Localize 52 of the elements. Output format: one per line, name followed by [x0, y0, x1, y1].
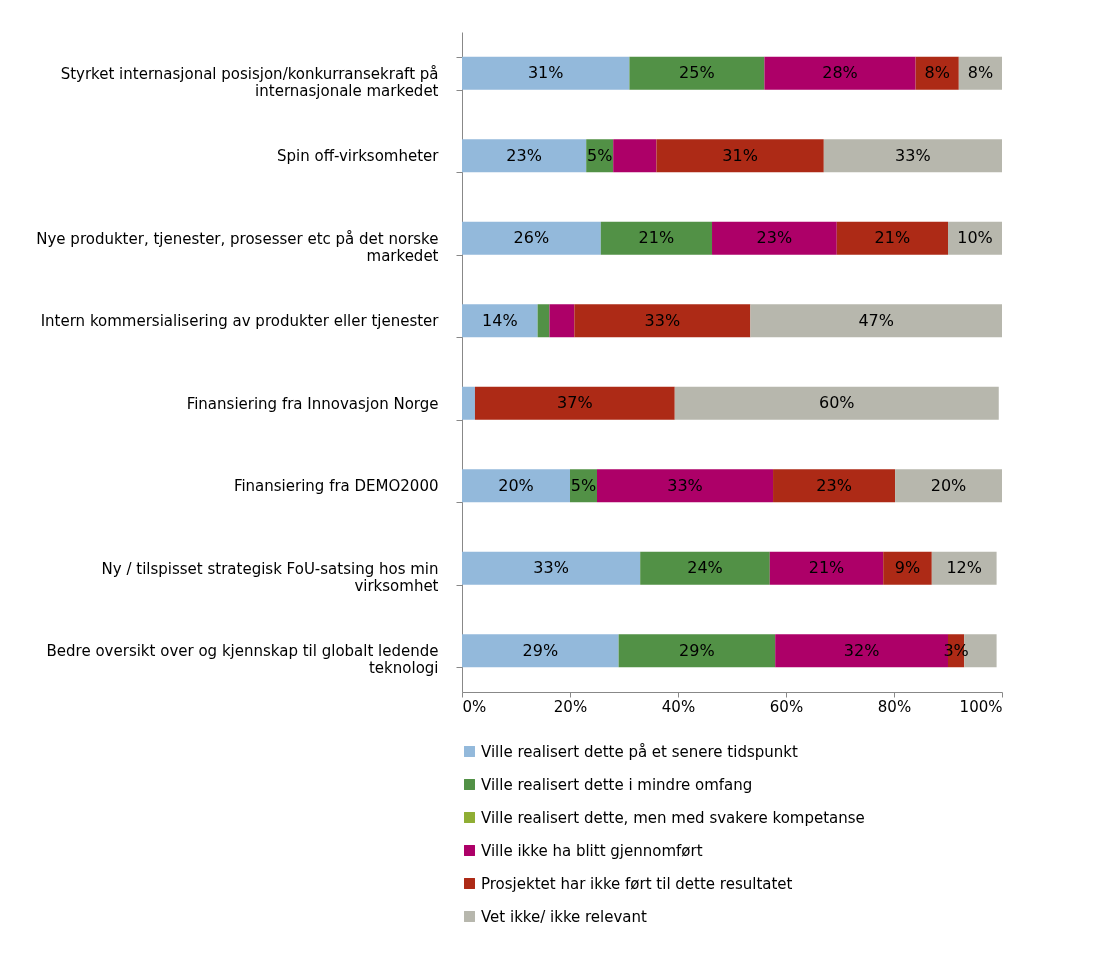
data-label: 60%	[818, 393, 855, 413]
data-label: 23%	[816, 475, 852, 495]
y-tick-label: Intern kommersialisering av produkter eller tjenester	[40, 312, 440, 331]
y-tick-label: Ny / tilspisset strategisk FoU-satsing hos min virksomhet	[101, 559, 439, 595]
x-tick-label: 60%	[769, 697, 804, 716]
data-label: 31%	[527, 63, 564, 83]
x-tick-label: 100%	[959, 697, 1003, 716]
legend-label: Ville realisert dette i mindre omfang	[481, 775, 753, 794]
data-label: 12%	[946, 558, 982, 578]
data-label: 33%	[667, 475, 703, 495]
y-tick-label: Finansiering fra DEMO2000	[233, 477, 439, 496]
data-label: 5%	[570, 475, 597, 495]
data-label: 26%	[513, 228, 550, 248]
data-label: 29%	[522, 640, 559, 660]
x-tick-label: 20%	[553, 697, 588, 716]
legend-label: Ville realisert dette på et senere tidspunkt	[481, 742, 798, 761]
data-label: 23%	[756, 228, 793, 248]
data-label: 31%	[722, 145, 758, 165]
data-label: 10%	[957, 228, 993, 248]
legend-label: Ville ikke ha blitt gjennomført	[481, 841, 703, 860]
data-label: 5%	[587, 145, 613, 165]
y-tick-label: Finansiering fra Innovasjon Norge	[186, 394, 439, 413]
data-label: 37%	[557, 393, 593, 413]
data-label: 14%	[482, 310, 518, 330]
y-tick-label: Spin off-virksomheter	[276, 147, 440, 166]
data-label: 25%	[679, 63, 715, 83]
y-tick-label: Nye produkter, tjenester, prosesser etc på det norske markedet	[36, 229, 439, 265]
legend-label: Vet ikke/ ikke relevant	[481, 907, 648, 926]
data-label: 29%	[679, 640, 715, 660]
data-label: 8%	[924, 63, 950, 83]
data-label: 8%	[967, 63, 994, 83]
data-label: 28%	[822, 63, 858, 83]
data-label: 47%	[858, 310, 894, 330]
data-label: 21%	[874, 228, 911, 248]
data-label: 20%	[930, 475, 967, 495]
legend-label: Ville realisert dette, men med svakere kompetanse	[481, 808, 865, 827]
data-label: 21%	[808, 558, 845, 578]
data-label: 20%	[498, 475, 534, 495]
x-tick-label: 40%	[661, 697, 696, 716]
y-tick-label: Bedre oversikt over og kjennskap til globalt ledende teknologi	[46, 642, 439, 678]
data-label: 32%	[843, 640, 880, 660]
x-tick-label: 80%	[877, 697, 912, 716]
data-label: 9%	[894, 558, 921, 578]
data-label: 33%	[533, 558, 569, 578]
data-label: 24%	[687, 558, 723, 578]
x-tick-label: 0%	[462, 697, 487, 716]
y-tick-label: Styrket internasjonal posisjon/konkurransekraft på internasjonale markedet	[60, 64, 439, 100]
data-label: 23%	[506, 145, 542, 165]
legend-label: Prosjektet har ikke ført til dette resultatet	[481, 874, 793, 893]
data-label: 33%	[644, 310, 681, 330]
data-label: 21%	[638, 228, 675, 248]
data-label: 33%	[895, 145, 931, 165]
